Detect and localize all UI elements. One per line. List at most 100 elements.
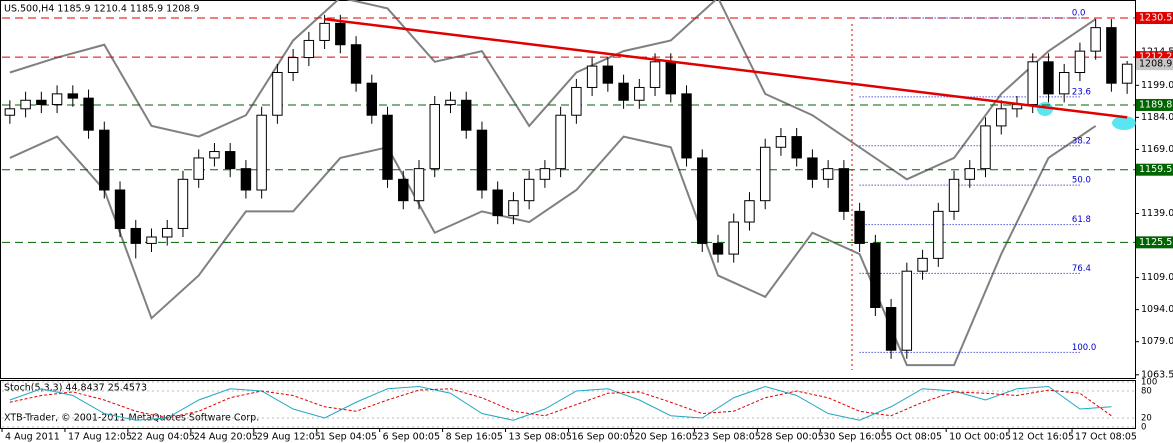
x-tick-label: 1 Sep 04:05 — [320, 432, 377, 443]
candle-body — [492, 189, 503, 217]
candle-body — [382, 114, 393, 180]
candle-body — [4, 108, 16, 116]
candle-body — [508, 200, 519, 217]
candle-body — [1058, 72, 1070, 95]
watermark: XTB-Trader, © 2001-2011 MetaQuotes Softw… — [4, 413, 259, 424]
candle-body — [759, 146, 771, 202]
level-box — [1136, 236, 1173, 249]
candle-body — [697, 157, 708, 244]
candle-body — [917, 257, 928, 272]
candle-body — [445, 99, 456, 106]
highlight — [1112, 116, 1136, 130]
candle-body — [634, 86, 645, 101]
level-label: 1230.5 — [1139, 13, 1172, 24]
candle-body — [555, 114, 566, 170]
candle-body — [20, 99, 31, 110]
x-tick-label: 30 Sep 16:05 — [823, 432, 886, 443]
candle-body — [980, 125, 991, 170]
x-tick-label: 4 Aug 2011 — [5, 432, 60, 443]
candle-body — [996, 108, 1007, 127]
candle-body — [1121, 63, 1133, 84]
candle-body — [114, 189, 126, 229]
candle-body — [571, 86, 582, 116]
candle-body — [523, 178, 535, 202]
stoch-line — [9, 385, 1112, 421]
stoch-tick-label: 20 — [1141, 414, 1152, 424]
fibo-label: 23.6 — [1072, 87, 1091, 97]
price-box — [1136, 58, 1173, 71]
candle-body — [539, 168, 551, 180]
level-label: 1159.5 — [1139, 164, 1172, 175]
y-tick-label: 1063.5 — [1141, 369, 1173, 380]
candle-body — [1106, 27, 1117, 84]
level-label: 1212.2 — [1139, 52, 1172, 63]
fibo-label: 38.2 — [1072, 136, 1091, 146]
x-tick-label: 28 Sep 00:05 — [760, 432, 823, 443]
candle-body — [366, 82, 378, 116]
candle-body — [99, 129, 110, 191]
candle-body — [933, 210, 944, 259]
x-tick-label: 12 Oct 16:05 — [1012, 432, 1074, 443]
candle-body — [413, 168, 425, 202]
x-tick-label: 13 Sep 08:05 — [509, 432, 572, 443]
y-tick-label: 1079.0 — [1141, 336, 1173, 347]
fibo-label: 50.0 — [1072, 176, 1091, 186]
stoch-tick-label: 0 — [1141, 423, 1146, 433]
x-tick-label: 10 Oct 00:05 — [949, 432, 1011, 443]
candle-body — [1027, 61, 1038, 106]
candle-body — [1043, 61, 1054, 95]
candle-body — [602, 65, 614, 84]
candle-body — [460, 99, 472, 131]
level-box — [1136, 163, 1173, 176]
candle-body — [240, 168, 252, 191]
candle-body — [885, 307, 897, 351]
y-tick-label: 1139.0 — [1141, 208, 1173, 219]
x-tick-label: 16 Sep 00:05 — [572, 432, 635, 443]
candle-body — [130, 227, 141, 244]
candle-body — [36, 99, 47, 106]
y-tick-label: 1184.0 — [1141, 112, 1173, 123]
candle-body — [775, 136, 787, 148]
candle-body — [146, 236, 157, 244]
y-tick-label: 1199.0 — [1141, 80, 1173, 91]
candle-body — [193, 157, 204, 180]
candle-body — [854, 210, 865, 244]
chart-title: US.500,H4 1185.9 1210.4 1185.9 1208.9 — [4, 4, 199, 15]
candle-body — [618, 82, 629, 101]
x-tick-label: 8 Sep 16:05 — [446, 432, 503, 443]
main-panel — [0, 0, 1136, 379]
stoch-tick-label: 80 — [1141, 387, 1152, 397]
candle-body — [350, 44, 362, 84]
candle-body — [807, 157, 818, 180]
candle-body — [476, 129, 488, 191]
candle-body — [901, 270, 913, 351]
level-box — [1136, 12, 1173, 25]
candle-body — [209, 151, 220, 159]
candle-body — [728, 221, 739, 255]
candle-body — [177, 178, 189, 229]
stoch-title: Stoch(5,3,3) 44.8437 25.4573 — [4, 383, 147, 394]
candle-body — [744, 200, 755, 223]
x-tick-label: 29 Aug 12:05 — [257, 432, 321, 443]
candle-body — [649, 61, 661, 88]
candle-body — [303, 39, 315, 59]
x-tick-label: 17 Oct 08:05 — [1075, 432, 1137, 443]
candle-body — [870, 242, 881, 308]
x-tick-label: 6 Sep 00:05 — [383, 432, 440, 443]
candle-body — [335, 22, 346, 46]
candle-body — [224, 151, 236, 170]
current-price: 1208.9 — [1139, 59, 1172, 70]
fibo-label: 100.0 — [1072, 343, 1096, 353]
candle-body — [162, 227, 173, 238]
candle-body — [586, 65, 598, 88]
candle-body — [948, 178, 960, 212]
x-tick-label: 24 Aug 20:05 — [194, 432, 258, 443]
stoch-line — [9, 388, 1112, 419]
candle-body — [712, 242, 724, 255]
candle-body — [665, 61, 677, 95]
fibo-label: 0.0 — [1072, 9, 1086, 19]
level-box — [1136, 98, 1173, 111]
bollinger-band — [9, 125, 1097, 367]
y-tick-label: 1109.0 — [1141, 272, 1173, 283]
x-tick-label: 20 Sep 16:05 — [634, 432, 697, 443]
